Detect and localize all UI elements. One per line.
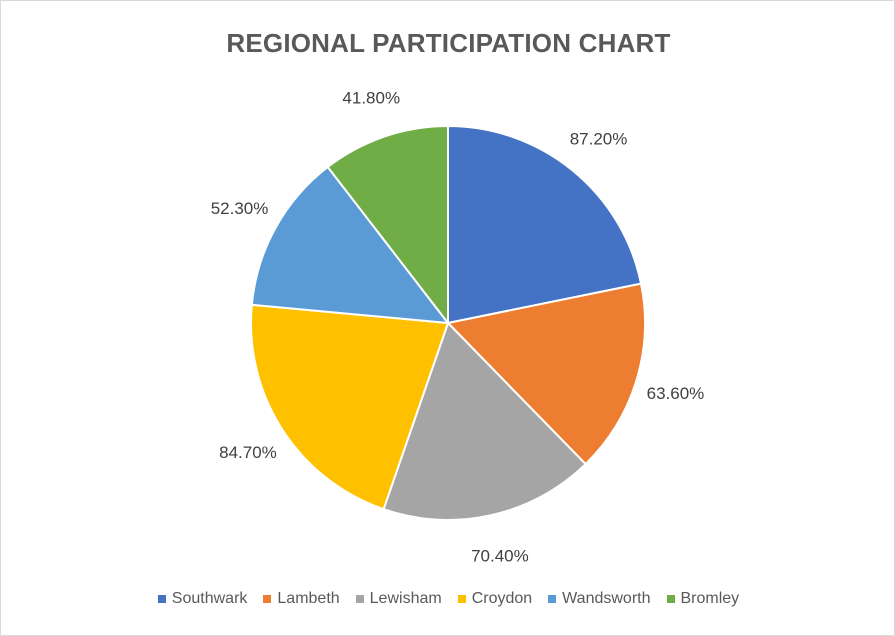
legend-swatch-lewisham <box>355 595 364 603</box>
legend-label-croydon: Croydon <box>471 590 533 607</box>
legend-swatch-croydon <box>457 595 466 603</box>
data-label-bromley: 41.80% <box>342 89 400 108</box>
legend-item-lewisham: Lewisham <box>355 590 442 608</box>
legend-item-southwark: Southwark <box>157 590 248 608</box>
legend-item-croydon: Croydon <box>457 590 533 608</box>
data-label-lambeth: 63.60% <box>647 384 705 403</box>
legend-swatch-lambeth <box>263 595 272 603</box>
legend-label-lambeth: Lambeth <box>277 590 340 607</box>
pie-slice-southwark <box>447 124 643 325</box>
data-label-lewisham: 70.40% <box>471 546 529 565</box>
pie-slice-croydon <box>250 303 450 511</box>
chart-title: REGIONAL PARTICIPATION CHART <box>226 28 671 58</box>
legend-label-bromley: Bromley <box>680 590 740 607</box>
legend-swatch-bromley <box>666 595 675 603</box>
legend-item-bromley: Bromley <box>666 590 740 608</box>
data-label-southwark: 87.20% <box>570 130 628 149</box>
chart-legend: Southwark Lambeth Lewisham Croydon Wandswort… <box>1 590 895 608</box>
legend-label-lewisham: Lewisham <box>369 590 442 607</box>
pie-chart: 87.20% 63.60% 70.40% 84.70% 52.30% 41.80% <box>211 89 705 566</box>
pie-slice-lewisham <box>382 321 587 521</box>
legend-swatch-wandsworth <box>548 595 557 603</box>
data-label-croydon: 84.70% <box>219 443 277 462</box>
legend-label-southwark: Southwark <box>171 590 248 607</box>
pie-slice-lambeth <box>446 282 646 466</box>
pie-slice-wandsworth <box>250 165 451 325</box>
legend-item-lambeth: Lambeth <box>263 590 340 608</box>
pie-slice-bromley <box>326 124 449 326</box>
legend-label-wandsworth: Wandsworth <box>562 590 651 607</box>
legend-swatch-southwark <box>157 595 166 603</box>
legend-item-wandsworth: Wandsworth <box>548 590 651 608</box>
data-label-wandsworth: 52.30% <box>211 199 269 218</box>
